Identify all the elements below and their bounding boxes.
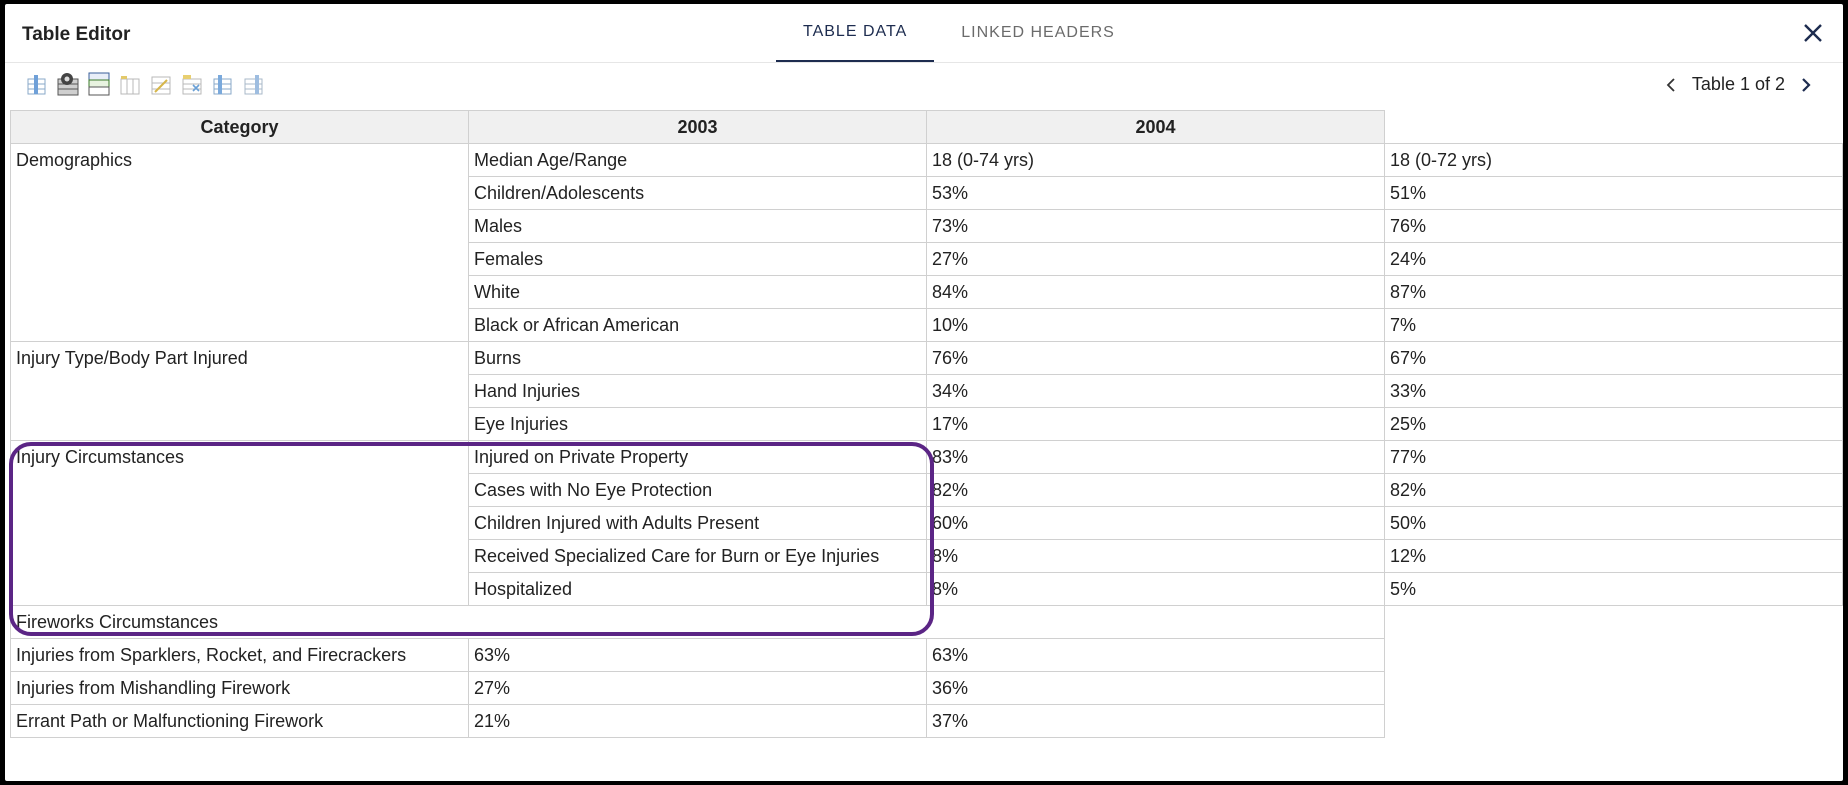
category-cell[interactable]: Demographics [10,143,469,342]
delete-column-icon[interactable] [181,71,203,97]
section-cell[interactable]: Fireworks Circumstances [10,605,1385,639]
table-cell[interactable]: Hospitalized [468,572,927,606]
table-cell[interactable]: 25% [1384,407,1843,441]
pager-label: Table 1 of 2 [1691,74,1785,94]
table-cell[interactable]: 27% [468,671,927,705]
table-cell[interactable]: 77% [1384,440,1843,474]
header-cell[interactable]: 2004 [926,110,1385,144]
table-cell[interactable]: 53% [926,176,1385,210]
table-cell[interactable]: Median Age/Range [468,143,927,177]
table-cell[interactable]: 24% [1384,242,1843,276]
table-cell[interactable]: Females [468,242,927,276]
table-editor-dialog: Table Editor TABLE DATA LINKED HEADERS [5,4,1843,781]
table-cell[interactable]: 60% [926,506,1385,540]
table-pager: Table 1 of 2 [1664,74,1813,95]
table-cell[interactable]: 84% [926,275,1385,309]
tab-bar: TABLE DATA LINKED HEADERS [776,4,1142,62]
empty-header-cell [1384,110,1843,144]
table-cell[interactable]: 76% [926,341,1385,375]
merge-cells-icon[interactable] [119,71,141,97]
tab-linked-headers[interactable]: LINKED HEADERS [961,24,1115,41]
table-cell[interactable]: Children Injured with Adults Present [468,506,927,540]
chevron-left-icon[interactable] [1664,76,1678,94]
table-cell[interactable]: Cases with No Eye Protection [468,473,927,507]
table-cell[interactable]: 17% [926,407,1385,441]
table-cell[interactable]: 63% [468,638,927,672]
header-cells-icon[interactable] [88,71,110,97]
empty-cell [1385,639,1843,672]
table-cell[interactable]: 82% [1384,473,1843,507]
close-icon[interactable] [1801,21,1825,45]
empty-cell [1385,705,1843,738]
table-toolbar [26,71,265,97]
category-cell[interactable]: Injury Type/Body Part Injured [10,341,469,441]
table-cell[interactable]: 21% [468,704,927,738]
table-cell[interactable]: 8% [926,572,1385,606]
table-cell[interactable]: Burns [468,341,927,375]
table-row: Errant Path or Malfunctioning Firework 21… [10,704,1843,738]
empty-cell [1385,672,1843,705]
delete-row-icon[interactable] [243,71,265,97]
data-table: Category 2003 2004 Demographics Median Ag… [10,110,1843,738]
table-cell[interactable]: Children/Adolescents [468,176,927,210]
category-cell[interactable]: Injury Circumstances [10,440,469,606]
table-cell[interactable]: 8% [926,539,1385,573]
table-cell[interactable]: 50% [1384,506,1843,540]
table-row: Children/Adolescents 53% 51% [11,176,1843,210]
table-cell[interactable]: Eye Injuries [468,407,927,441]
table-cell[interactable]: 82% [926,473,1385,507]
table-row: Demographics Median Age/Range 18 (0-74 yrs… [10,143,1843,342]
table-cell[interactable]: 51% [1384,176,1843,210]
table-cell[interactable]: Injuries from Sparklers, Rocket, and Fir… [10,638,469,672]
tab-table-data[interactable]: TABLE DATA [776,4,935,62]
insert-column-icon[interactable] [26,71,48,97]
table-cell[interactable]: Received Specialized Care for Burn or Ey… [468,539,927,573]
table-cell[interactable]: Errant Path or Malfunctioning Firework [10,704,469,738]
chevron-right-icon[interactable] [1799,76,1813,94]
table-cell[interactable]: Black or African American [468,308,927,342]
table-cell[interactable]: 83% [926,440,1385,474]
table-header-row: Category 2003 2004 [10,110,1843,144]
empty-cell [1385,606,1843,639]
table-cell[interactable]: 10% [926,308,1385,342]
table-cell[interactable]: 76% [1384,209,1843,243]
table-row: Injuries from Mishandling Firework 27% 36% [10,671,1843,705]
table-cell[interactable]: White [468,275,927,309]
dialog-header: Table Editor TABLE DATA LINKED HEADERS [5,4,1843,63]
table-cell[interactable]: 37% [926,704,1385,738]
header-cell[interactable]: 2003 [468,110,927,144]
split-cells-icon[interactable] [150,71,172,97]
table-cell[interactable]: 67% [1384,341,1843,375]
table-cell[interactable]: 34% [926,374,1385,408]
table-row: Injuries from Sparklers, Rocket, and Fir… [10,638,1843,672]
table-cell[interactable]: 5% [1384,572,1843,606]
table-row: Hospitalized 8% 5% [11,572,1843,606]
table-cell[interactable]: Males [468,209,927,243]
table-row: Children Injured with Adults Present 60% 5… [11,506,1843,540]
table-row: Males 73% 76% [11,209,1843,243]
table-cell[interactable]: 18 (0-72 yrs) [1384,143,1843,177]
table-cell[interactable]: 87% [1384,275,1843,309]
table-cell[interactable]: 18 (0-74 yrs) [926,143,1385,177]
table-cell[interactable]: 12% [1384,539,1843,573]
table-row: Fireworks Circumstances [10,605,1843,639]
table-settings-icon[interactable] [57,71,79,97]
table-cell[interactable]: 33% [1384,374,1843,408]
insert-row-icon[interactable] [212,71,234,97]
header-cell[interactable]: Category [10,110,469,144]
table-cell[interactable]: 63% [926,638,1385,672]
table-cell[interactable]: 7% [1384,308,1843,342]
table-cell[interactable]: Injuries from Mishandling Firework [10,671,469,705]
dialog-title: Table Editor [22,24,131,45]
table-cell[interactable]: 36% [926,671,1385,705]
table-cell[interactable]: Injured on Private Property [468,440,927,474]
table-cell[interactable]: 27% [926,242,1385,276]
table-row: Injury Type/Body Part Injured Burns 76% 67% [10,341,1843,441]
table-cell[interactable]: 73% [926,209,1385,243]
table-cell[interactable]: Hand Injuries [468,374,927,408]
table-row: Females 27% 24% [11,242,1843,276]
table-row: Injury Circumstances Injured on Private P… [10,440,1843,606]
table-row: Black or African American 10% 7% [11,308,1843,342]
